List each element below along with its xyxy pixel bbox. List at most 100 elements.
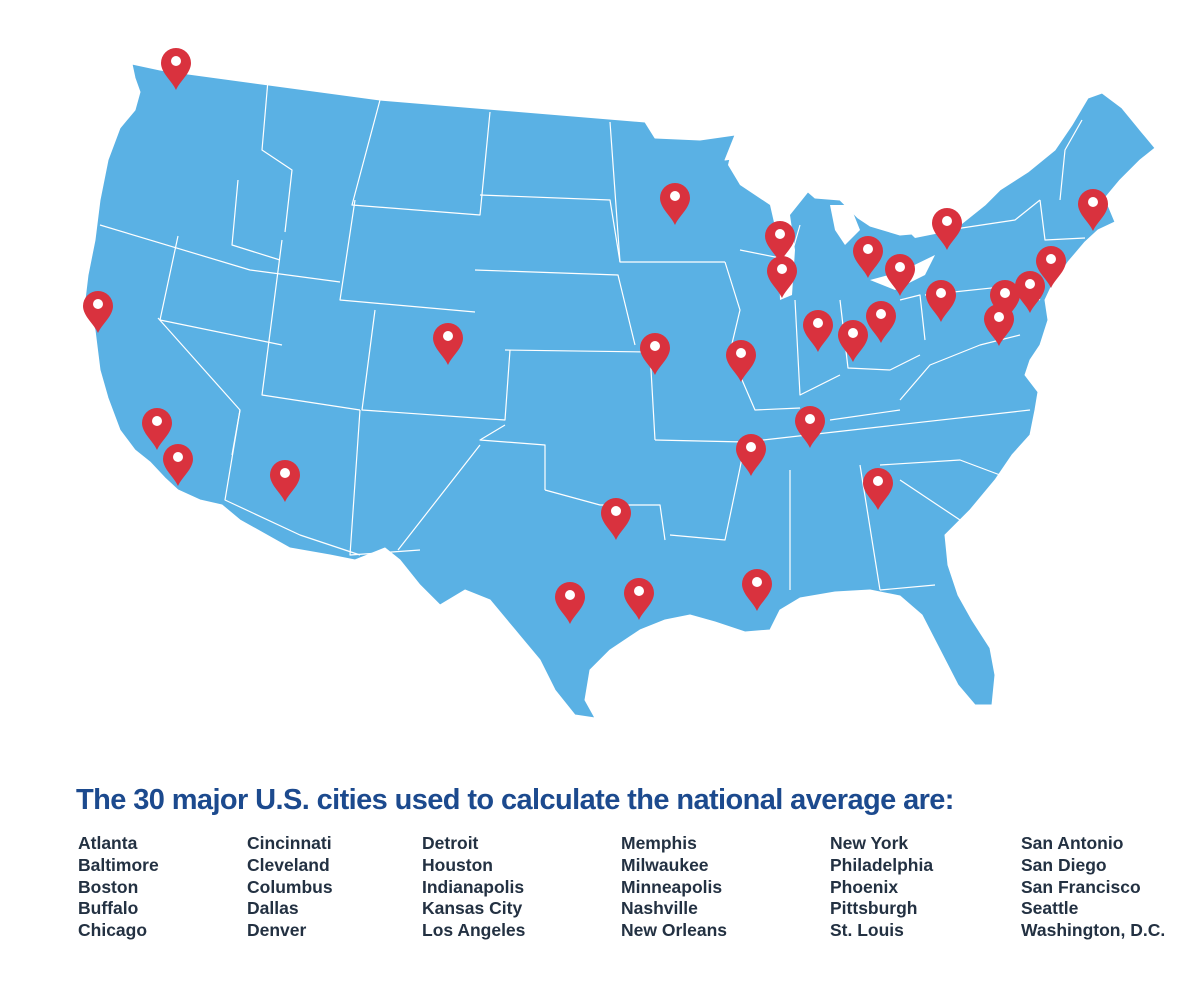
city-name: Memphis: [621, 833, 697, 853]
map-pin-dot: [565, 590, 575, 600]
map-pin-body: [1036, 246, 1066, 288]
city-name: St. Louis: [830, 920, 904, 941]
map-pin-icon: [83, 291, 113, 333]
map-pin-icon: [803, 310, 833, 352]
map-pin-body: [161, 48, 191, 90]
map-pin-dot: [813, 318, 823, 328]
map-pin-body: [163, 444, 193, 486]
map-pin-icon: [853, 236, 883, 278]
city-name: Pittsburgh: [830, 898, 918, 919]
us-map: [83, 48, 1156, 719]
map-pin-icon: [795, 406, 825, 448]
city-name: Dallas: [247, 898, 299, 919]
map-pin-icon: [640, 333, 670, 375]
map-pin-icon: [433, 323, 463, 365]
map-pin-body: [803, 310, 833, 352]
map-pin-dot: [171, 56, 181, 66]
map-pin-body: [795, 406, 825, 448]
map-pin-body: [742, 569, 772, 611]
map-pin-body: [926, 280, 956, 322]
map-pin-dot: [805, 414, 815, 424]
map-pin-icon: [885, 254, 915, 296]
map-pin-body: [640, 333, 670, 375]
map-pin-body: [270, 460, 300, 502]
map-pin-body: [1078, 189, 1108, 231]
map-pin-body: [601, 498, 631, 540]
map-pin-dot: [1088, 197, 1098, 207]
map-pin-icon: [932, 208, 962, 250]
map-pin-icon: [736, 434, 766, 476]
map-pin-dot: [280, 468, 290, 478]
map-pin-icon: [990, 280, 1020, 322]
map-pin-body: [885, 254, 915, 296]
map-pin-dot: [1025, 279, 1035, 289]
city-name: Nashville: [621, 898, 698, 919]
map-pin-body: [726, 340, 756, 382]
city-name: Boston: [78, 876, 139, 897]
map-pin-dot: [670, 191, 680, 201]
map-pin-dot: [611, 506, 621, 516]
city-markers: [83, 48, 1108, 624]
map-pin-dot: [736, 348, 746, 358]
city-name: Milwaukee: [621, 854, 709, 875]
map-pin-dot: [746, 442, 756, 452]
map-pin-icon: [660, 183, 690, 225]
city-name: Buffalo: [78, 898, 139, 919]
city-name: San Francisco: [1021, 876, 1141, 897]
map-pin-icon: [1015, 271, 1045, 313]
city-column-2: Cincinnati Cleveland Columbus Dallas Den…: [247, 833, 333, 942]
city-name: Cleveland: [247, 854, 330, 875]
map-pin-dot: [152, 416, 162, 426]
city-name: Los Angeles: [422, 920, 526, 941]
city-name: Washington, D.C.: [1021, 920, 1166, 941]
city-name: Baltimore: [78, 854, 159, 875]
map-pin-icon: [765, 221, 795, 263]
map-pin-dot: [443, 331, 453, 341]
map-pin-icon: [142, 408, 172, 450]
map-pin-icon: [863, 468, 893, 510]
map-pin-body: [767, 256, 797, 298]
city-column-4: Memphis Milwaukee Minneapolis Nashville …: [621, 833, 727, 942]
map-pin-dot: [93, 299, 103, 309]
city-column-3: Detroit Houston Indianapolis Kansas City…: [422, 833, 525, 942]
map-pin-body: [433, 323, 463, 365]
map-pin-body: [932, 208, 962, 250]
map-pin-body: [1015, 271, 1045, 313]
map-pin-body: [624, 578, 654, 620]
map-pin-body: [765, 221, 795, 263]
map-pin-body: [660, 183, 690, 225]
city-column-5: New York Philadelphia Phoenix Pittsburgh…: [830, 833, 933, 942]
map-pin-dot: [634, 586, 644, 596]
map-pin-body: [142, 408, 172, 450]
map-pin-icon: [1078, 189, 1108, 231]
city-name: Cincinnati: [247, 833, 332, 853]
map-pin-icon: [767, 256, 797, 298]
city-name: Columbus: [247, 876, 333, 897]
map-pin-icon: [270, 460, 300, 502]
map-pin-body: [555, 582, 585, 624]
map-pin-dot: [873, 476, 883, 486]
city-name: Denver: [247, 920, 307, 941]
map-pin-dot: [863, 244, 873, 254]
map-pin-dot: [942, 216, 952, 226]
map-pin-dot: [848, 328, 858, 338]
city-name: Seattle: [1021, 898, 1079, 919]
map-pin-body: [984, 304, 1014, 346]
map-pin-dot: [775, 229, 785, 239]
city-name: Indianapolis: [422, 876, 525, 897]
map-pin-dot: [777, 264, 787, 274]
map-pin-icon: [624, 578, 654, 620]
map-pin-dot: [650, 341, 660, 351]
us-mainland-shape: [84, 63, 1156, 719]
state-borders: [99, 79, 1086, 591]
city-name: New York: [830, 833, 909, 853]
map-pin-icon: [984, 304, 1014, 346]
map-pin-body: [838, 320, 868, 362]
map-pin-dot: [1000, 288, 1010, 298]
map-pin-dot: [876, 309, 886, 319]
map-pin-body: [990, 280, 1020, 322]
map-pin-body: [853, 236, 883, 278]
map-pin-icon: [866, 301, 896, 343]
city-name: New Orleans: [621, 920, 728, 941]
city-name: Minneapolis: [621, 876, 723, 897]
